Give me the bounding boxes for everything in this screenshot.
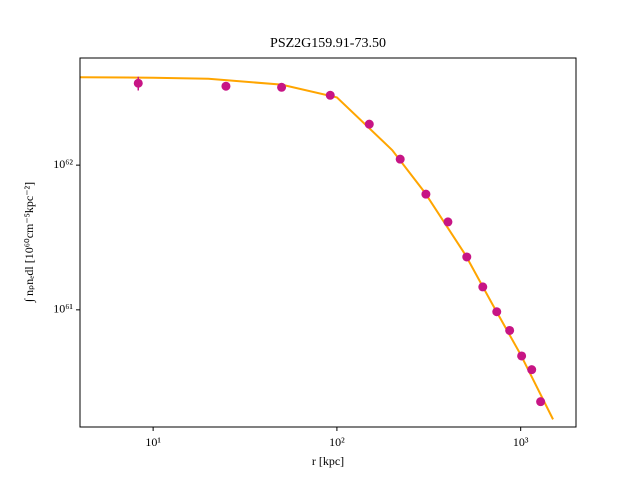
x-tick-label: 10¹ xyxy=(145,435,161,449)
plot-area xyxy=(80,76,554,420)
data-point xyxy=(277,82,287,92)
data-point xyxy=(517,351,527,361)
data-point xyxy=(492,307,502,317)
y-axis-label: ∫ nₚnₑdl [10⁶⁰cm⁻⁵kpc⁻²] xyxy=(22,182,36,303)
axes-frame xyxy=(79,57,577,428)
data-point xyxy=(364,119,374,129)
data-point xyxy=(462,252,472,262)
x-tick-label: 10³ xyxy=(513,435,529,449)
x-axis-label: r [kpc] xyxy=(312,454,344,468)
data-point xyxy=(527,365,537,375)
data-point xyxy=(133,78,143,88)
data-point xyxy=(478,282,488,292)
chart-title: PSZ2G159.91-73.50 xyxy=(270,36,386,51)
data-point xyxy=(505,325,515,335)
fit-line xyxy=(80,76,554,420)
data-point xyxy=(536,397,546,407)
data-point xyxy=(395,154,405,164)
data-point xyxy=(325,90,335,100)
y-tick-label: 10⁶² xyxy=(53,157,73,171)
data-point xyxy=(443,217,453,227)
x-tick-label: 10² xyxy=(329,435,345,449)
data-point xyxy=(421,189,431,199)
data-point xyxy=(221,81,231,91)
y-tick-label: 10⁶¹ xyxy=(53,302,73,316)
